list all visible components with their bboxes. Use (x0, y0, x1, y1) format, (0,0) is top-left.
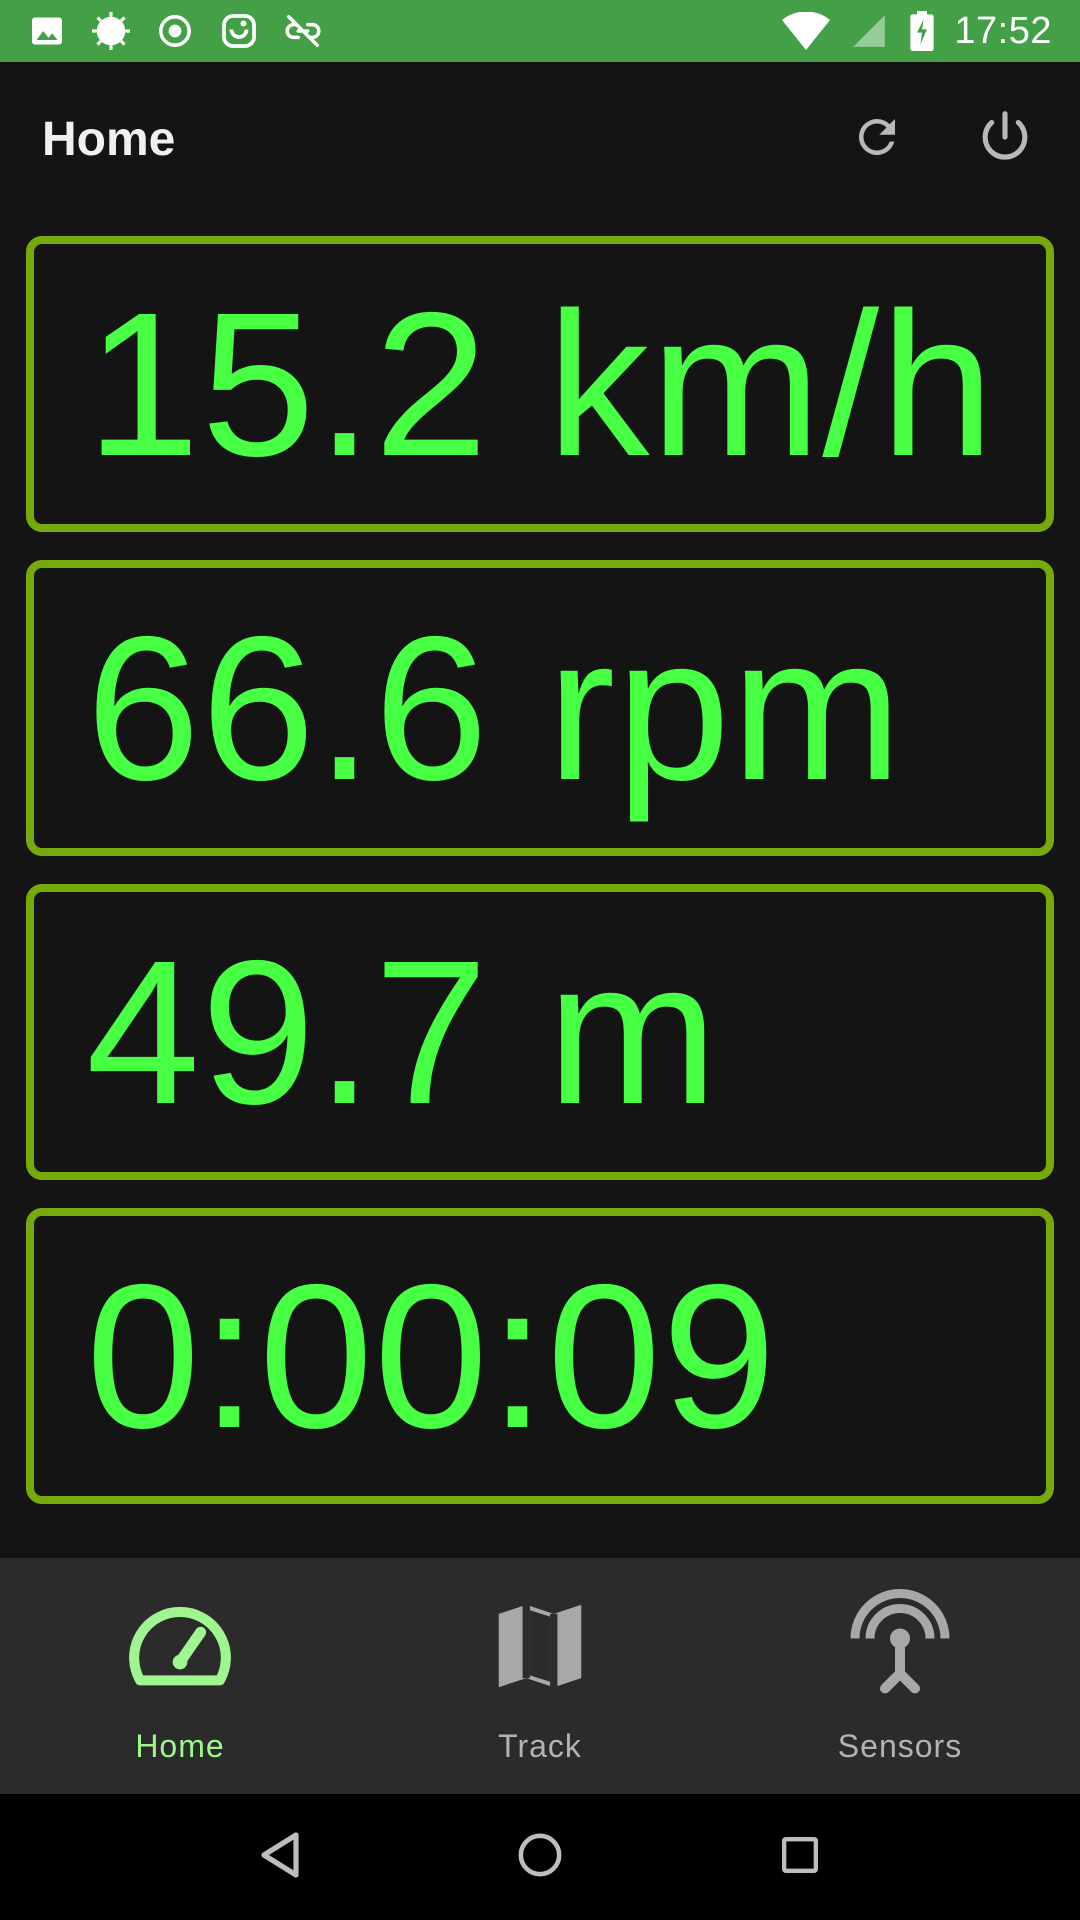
status-time: 17:52 (954, 9, 1052, 52)
system-nav-bar (0, 1794, 1080, 1920)
recents-button[interactable] (765, 1822, 835, 1892)
recents-icon (780, 1835, 820, 1880)
duration-value: 0:00:09 (86, 1241, 777, 1471)
antenna-icon (840, 1586, 960, 1706)
status-bar: 17:52 (0, 0, 1080, 62)
back-button[interactable] (245, 1822, 315, 1892)
power-button[interactable] (974, 108, 1036, 170)
bottom-nav: Home Track Sensors (0, 1558, 1080, 1794)
back-icon (258, 1831, 302, 1884)
battery-charging-icon (908, 11, 936, 51)
record-icon (156, 12, 194, 50)
cadence-value: 66.6 rpm (86, 593, 903, 823)
speedometer-icon (120, 1586, 240, 1706)
nav-item-home[interactable]: Home (0, 1558, 360, 1794)
power-icon (977, 109, 1033, 170)
sun-icon (92, 12, 130, 50)
distance-card: 49.7 m (26, 884, 1054, 1180)
duration-card: 0:00:09 (26, 1208, 1054, 1504)
metrics-list: 15.2 km/h 66.6 rpm 49.7 m 0:00:09 (26, 236, 1054, 1532)
page-title: Home (42, 112, 176, 166)
cadence-card: 66.6 rpm (26, 560, 1054, 856)
speed-card: 15.2 km/h (26, 236, 1054, 532)
home-button[interactable] (505, 1822, 575, 1892)
image-icon (28, 12, 66, 50)
nav-label-track: Track (498, 1728, 582, 1764)
refresh-button[interactable] (846, 108, 908, 170)
nav-item-track[interactable]: Track (360, 1558, 720, 1794)
wifi-icon (782, 12, 831, 50)
home-circle-icon (517, 1832, 563, 1883)
nav-label-sensors: Sensors (837, 1728, 963, 1764)
app-bar: Home (0, 62, 1080, 216)
speed-value: 15.2 km/h (86, 269, 996, 499)
map-icon (480, 1586, 600, 1706)
refresh-icon (850, 110, 904, 169)
link-off-icon (284, 12, 322, 50)
signal-icon (848, 12, 890, 50)
distance-value: 49.7 m (86, 917, 719, 1147)
nav-label-home: Home (135, 1728, 225, 1764)
app-badge-icon (220, 12, 258, 50)
nav-item-sensors[interactable]: Sensors (720, 1558, 1080, 1794)
